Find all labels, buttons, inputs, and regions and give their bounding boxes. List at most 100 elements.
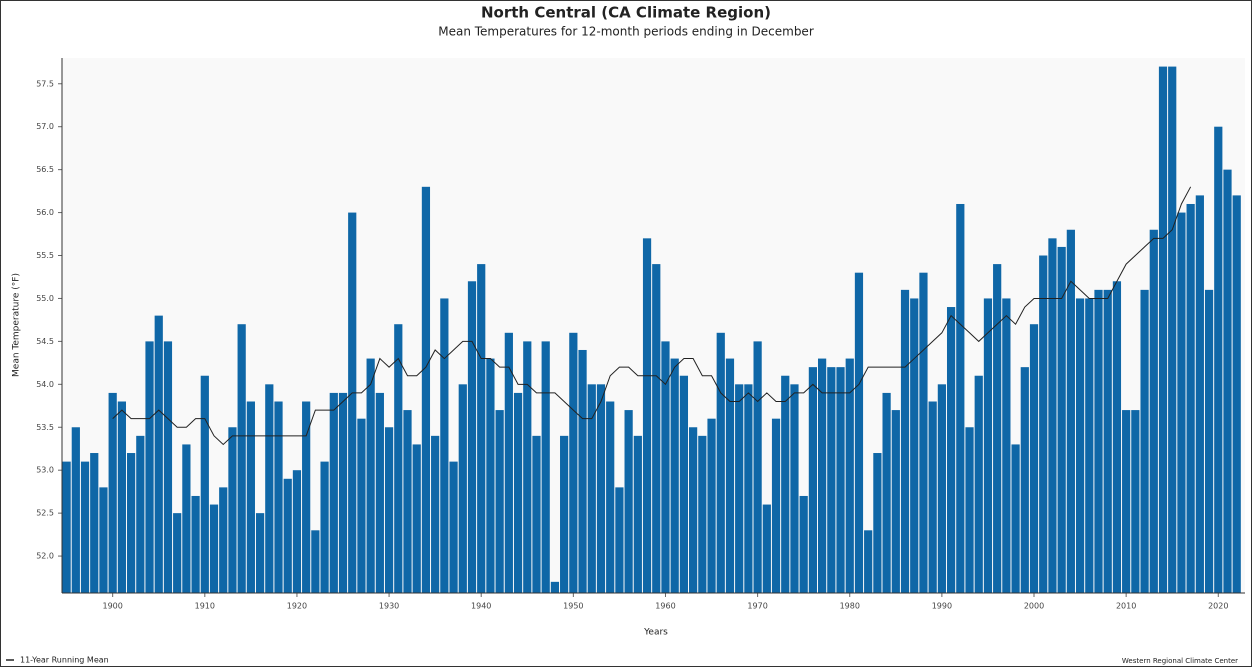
bar bbox=[1158, 66, 1168, 594]
bar bbox=[302, 401, 311, 593]
bar bbox=[928, 401, 937, 593]
bar bbox=[900, 289, 910, 593]
bar bbox=[817, 358, 827, 593]
bar bbox=[1011, 444, 1020, 593]
bar bbox=[348, 212, 357, 593]
x-tick-label: 1900 bbox=[102, 602, 122, 611]
bar bbox=[753, 341, 762, 593]
legend-label: 11-Year Running Mean bbox=[20, 656, 109, 665]
bar bbox=[394, 324, 403, 593]
bar bbox=[145, 341, 154, 593]
bar bbox=[762, 504, 771, 593]
bar bbox=[311, 530, 320, 593]
bar bbox=[292, 470, 302, 593]
bar bbox=[707, 418, 716, 593]
bar bbox=[937, 384, 946, 593]
bar bbox=[1232, 195, 1241, 594]
bar bbox=[1020, 367, 1029, 593]
bar bbox=[375, 392, 384, 593]
y-tick-label: 55.5 bbox=[36, 251, 54, 260]
bar bbox=[642, 238, 652, 593]
y-tick-label: 55.0 bbox=[36, 294, 54, 303]
bar bbox=[956, 203, 965, 593]
bar bbox=[80, 461, 90, 593]
bar bbox=[1085, 298, 1094, 593]
bar bbox=[845, 358, 854, 593]
bar bbox=[873, 453, 882, 593]
bar bbox=[910, 298, 919, 593]
bar bbox=[615, 487, 624, 593]
bar bbox=[1112, 281, 1122, 593]
bar bbox=[1131, 410, 1140, 593]
bar bbox=[578, 349, 587, 593]
bar bbox=[265, 384, 274, 593]
bar bbox=[771, 418, 781, 593]
bar bbox=[698, 435, 707, 593]
bar bbox=[191, 495, 200, 593]
x-tick-label: 1960 bbox=[655, 602, 675, 611]
x-tick-label: 1910 bbox=[195, 602, 215, 611]
bar bbox=[781, 375, 790, 593]
bar bbox=[431, 435, 440, 593]
bar bbox=[670, 358, 679, 593]
bar bbox=[283, 478, 292, 593]
bar bbox=[154, 315, 163, 593]
bar bbox=[716, 332, 725, 593]
bar bbox=[919, 272, 928, 593]
bar bbox=[136, 435, 145, 593]
bar bbox=[596, 384, 606, 593]
bar bbox=[1140, 289, 1149, 593]
bar bbox=[504, 332, 513, 593]
x-tick-label: 1930 bbox=[379, 602, 399, 611]
x-tick-label: 1950 bbox=[563, 602, 583, 611]
bar bbox=[1204, 289, 1214, 593]
chart-title: North Central (CA Climate Region) bbox=[481, 4, 771, 22]
bar bbox=[384, 427, 394, 593]
x-tick-label: 1990 bbox=[932, 602, 952, 611]
bar bbox=[652, 264, 661, 593]
bar bbox=[440, 298, 449, 593]
bar bbox=[126, 453, 136, 593]
bar bbox=[90, 453, 99, 593]
bar bbox=[1122, 410, 1131, 593]
bar bbox=[246, 401, 255, 593]
bar bbox=[550, 581, 560, 593]
bar bbox=[255, 513, 265, 593]
x-tick-label: 1970 bbox=[747, 602, 767, 611]
y-axis-label: Mean Temperature (°F) bbox=[12, 273, 22, 377]
y-tick-label: 53.5 bbox=[36, 423, 54, 432]
bar bbox=[624, 410, 633, 593]
bar bbox=[633, 435, 642, 593]
bar bbox=[1075, 298, 1085, 593]
bar bbox=[661, 341, 670, 593]
bar bbox=[965, 427, 974, 593]
bar bbox=[320, 461, 329, 593]
bar bbox=[117, 401, 126, 593]
bar bbox=[274, 401, 283, 593]
y-tick-label: 54.5 bbox=[36, 337, 54, 346]
bar bbox=[477, 264, 486, 593]
bar bbox=[587, 384, 596, 593]
y-tick-label: 57.0 bbox=[36, 122, 54, 131]
bar bbox=[495, 410, 504, 593]
bar bbox=[219, 487, 228, 593]
bar bbox=[532, 435, 541, 593]
bar bbox=[329, 392, 338, 593]
bar bbox=[486, 358, 495, 593]
bar bbox=[467, 281, 477, 593]
bar bbox=[1214, 126, 1223, 594]
bar bbox=[338, 392, 348, 593]
bar bbox=[1094, 289, 1103, 593]
bar bbox=[569, 332, 578, 593]
x-tick-label: 1940 bbox=[471, 602, 491, 611]
bar bbox=[99, 487, 108, 593]
bar bbox=[864, 530, 873, 593]
credit: Western Regional Climate Center bbox=[1122, 657, 1238, 665]
bar bbox=[836, 367, 845, 593]
bar bbox=[62, 461, 71, 593]
bar bbox=[209, 504, 219, 593]
bar bbox=[993, 264, 1002, 593]
bar bbox=[827, 367, 836, 593]
x-tick-label: 2000 bbox=[1024, 602, 1044, 611]
